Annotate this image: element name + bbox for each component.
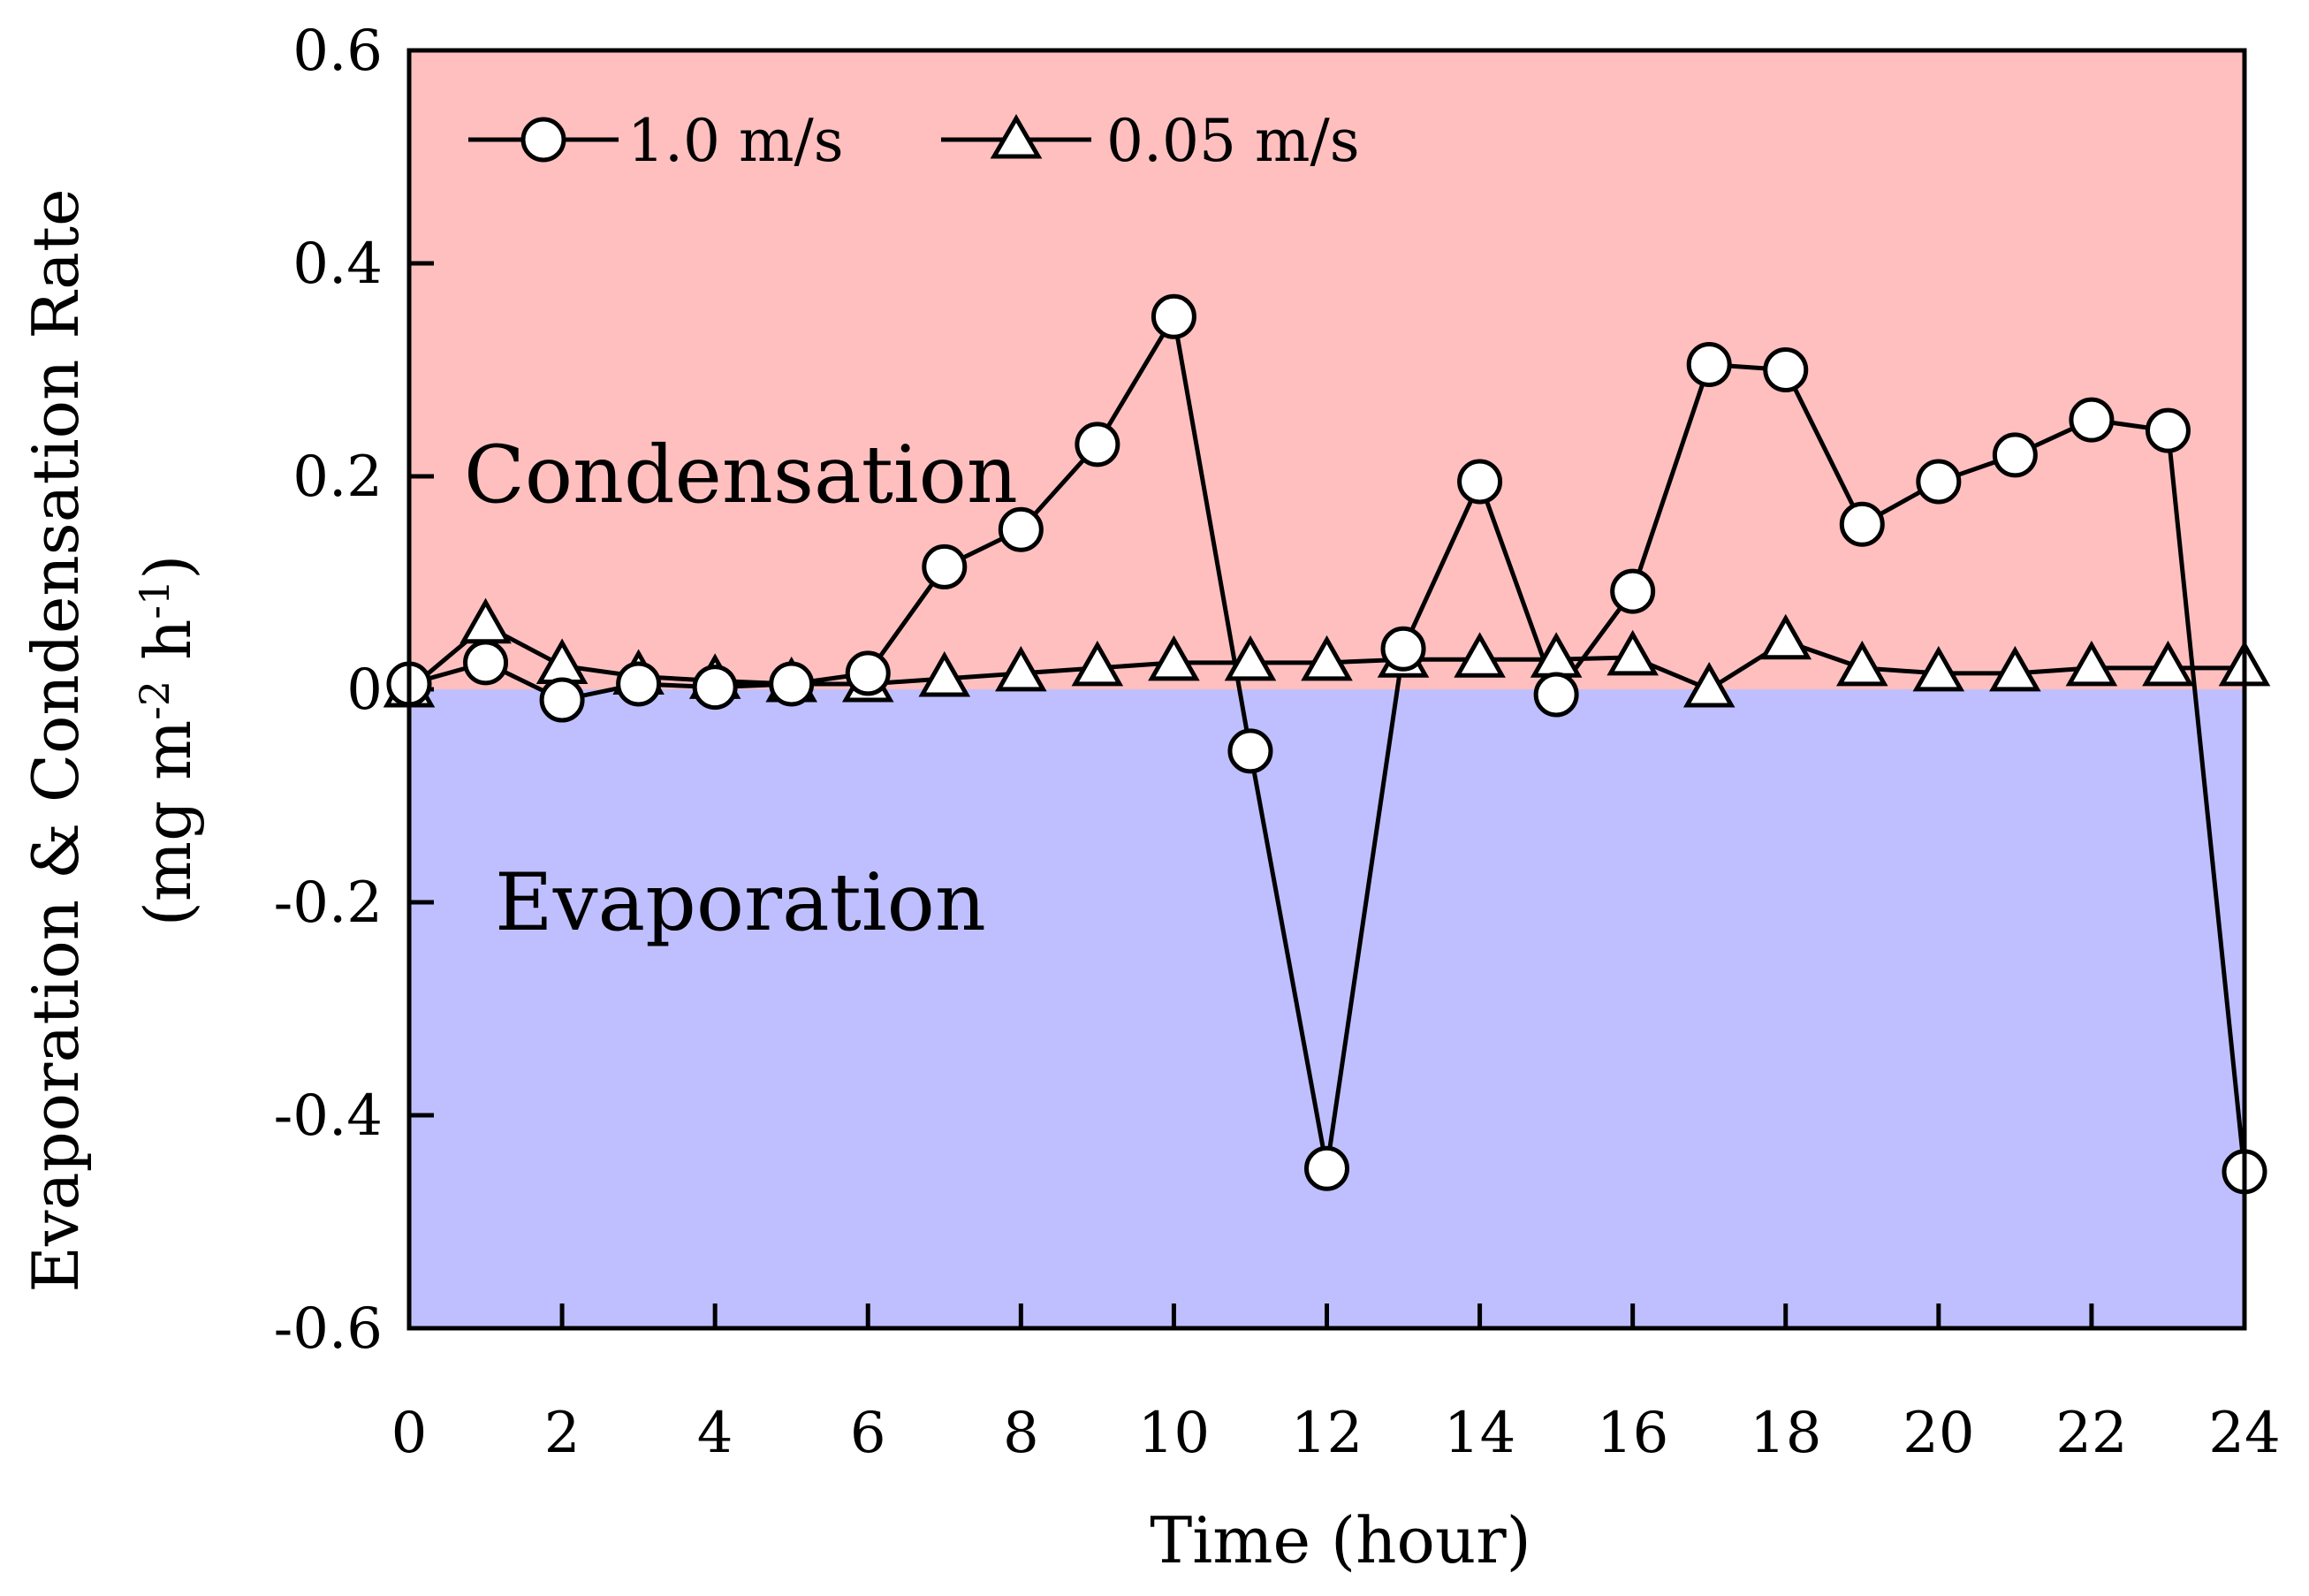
data-point-triangle	[1301, 635, 1353, 681]
y-unit-sup1: -2	[131, 680, 178, 720]
data-point-circle	[1380, 626, 1426, 672]
y-tick-label: -0.6	[274, 1296, 383, 1362]
data-point-triangle	[1148, 635, 1200, 681]
y-tick-label: -0.4	[274, 1083, 383, 1149]
x-tick-label: 14	[1444, 1401, 1515, 1466]
data-point-circle	[616, 661, 662, 707]
y-tick-label: 0	[346, 657, 383, 723]
y-unit-mid: h	[131, 619, 205, 680]
data-point-circle	[692, 665, 738, 711]
data-point-circle	[1916, 459, 1962, 505]
x-tick-label: 24	[2208, 1401, 2280, 1466]
data-point-circle	[1533, 672, 1579, 718]
data-point-circle	[1763, 347, 1809, 392]
x-tick-label: 10	[1138, 1401, 1210, 1466]
y-unit-sup2: -1	[131, 580, 178, 619]
data-point-circle	[1457, 459, 1503, 505]
condensation-region	[409, 50, 2244, 689]
data-point-circle	[539, 677, 585, 723]
data-point-circle	[922, 543, 968, 589]
data-point-triangle	[918, 650, 971, 697]
data-point-circle	[1839, 501, 1885, 547]
data-point-triangle	[1071, 640, 1124, 687]
data-point-circle	[1151, 293, 1196, 339]
data-point-circle	[1992, 432, 2038, 478]
data-point-circle	[1610, 568, 1656, 614]
data-point-triangle	[1454, 632, 1506, 678]
y-tick-label: 0.4	[292, 232, 383, 297]
condensation-label: Condensation	[464, 429, 1018, 521]
x-tick-label: 2	[544, 1401, 581, 1466]
data-point-triangle	[1759, 613, 1812, 660]
x-tick-label: 22	[2055, 1401, 2127, 1466]
y-axis-unit: (mg m-2 h-1)	[131, 555, 205, 927]
legend-marker-circle	[520, 117, 566, 163]
y-axis-title: Evaporation & Condensation Rate	[19, 188, 93, 1292]
evaporation-region	[409, 689, 2244, 1328]
data-point-triangle	[1224, 635, 1277, 681]
axes: 0.60.40.20-0.2-0.4-0.60 2 4 6 8 10 12 14 16 18 20 2…	[274, 19, 2281, 1466]
legend-label-1: 1.0 m/s	[627, 107, 844, 175]
x-tick-label: 16	[1597, 1401, 1668, 1466]
data-point-triangle	[1606, 629, 1659, 676]
x-tick-label: 6	[850, 1401, 886, 1466]
data-point-triangle	[995, 645, 1047, 692]
x-tick-label: 8	[1003, 1401, 1039, 1466]
y-tick-label: 0.6	[292, 19, 383, 84]
x-tick-label: 20	[1903, 1401, 1974, 1466]
data-point-triangle	[2142, 640, 2194, 687]
legend: 1.0 m/s 0.05 m/s	[468, 107, 1360, 175]
data-point-circle	[998, 506, 1044, 552]
data-point-triangle	[1989, 645, 2041, 692]
legend-label-2: 0.05 m/s	[1106, 107, 1360, 175]
x-tick-label: 12	[1291, 1401, 1363, 1466]
data-point-circle	[1075, 422, 1120, 467]
data-point-triangle	[1835, 640, 1888, 687]
data-point-triangle	[1682, 661, 1736, 708]
data-point-circle	[1227, 728, 1273, 774]
y-tick-label: 0.2	[292, 445, 383, 510]
y-unit-suffix: )	[131, 555, 205, 580]
y-tick-label: -0.2	[274, 870, 383, 936]
data-point-circle	[1304, 1145, 1349, 1191]
data-point-circle	[463, 640, 509, 686]
x-tick-label: 18	[1750, 1401, 1821, 1466]
x-axis-title: Time (hour)	[1150, 1503, 1531, 1577]
x-tick-label: 0	[391, 1401, 428, 1466]
y-unit-prefix: (mg m	[131, 720, 205, 927]
evaporation-label: Evaporation	[495, 856, 986, 949]
data-point-triangle	[1912, 645, 1965, 692]
data-point-circle	[1686, 341, 1732, 387]
legend-marker-triangle	[990, 114, 1043, 159]
data-point-circle	[2145, 407, 2191, 453]
data-point-triangle	[2065, 640, 2118, 687]
x-tick-label: 4	[697, 1401, 733, 1466]
plot-frame	[406, 48, 2247, 1331]
data-point-circle	[2069, 397, 2115, 443]
data-point-circle	[769, 661, 815, 707]
data-point-circle	[845, 650, 891, 696]
